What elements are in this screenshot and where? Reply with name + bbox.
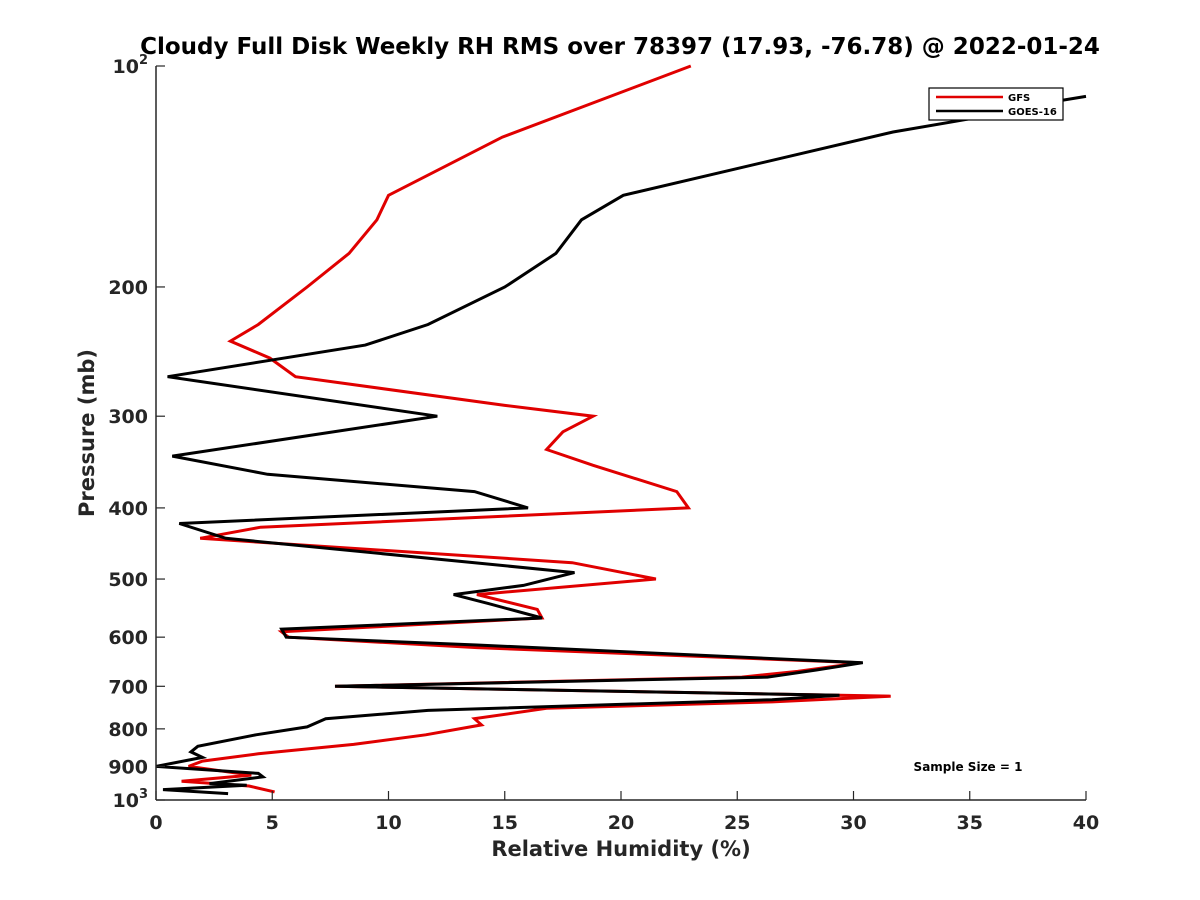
y-tick-label: 800 <box>108 719 148 741</box>
y-tick-label: 102 <box>113 53 149 78</box>
y-tick-label: 500 <box>108 569 148 591</box>
series-line-goes16 <box>156 94 1087 796</box>
series-line-gfs <box>181 64 891 794</box>
plot-area <box>156 64 1087 796</box>
x-axis-ticks: 0 5 10 15 20 25 30 35 40 <box>149 791 1099 834</box>
sample-size-annotation: Sample Size = 1 <box>914 760 1023 774</box>
y-tick-label: 700 <box>108 676 148 698</box>
x-tick-label: 30 <box>840 812 866 834</box>
legend-label-gfs: GFS <box>1008 93 1030 104</box>
y-axis-label: Pressure (mb) <box>75 349 99 517</box>
x-tick-label: 5 <box>266 812 279 834</box>
x-tick-label: 10 <box>375 812 401 834</box>
x-tick-label: 15 <box>492 812 518 834</box>
y-axis-ticks: 102 200 300 400 500 600 700 800 900 103 <box>108 53 165 812</box>
y-tick-label: 300 <box>108 406 148 428</box>
x-tick-label: 0 <box>149 812 162 834</box>
legend-label-goes16: GOES-16 <box>1008 107 1057 118</box>
x-axis-label: Relative Humidity (%) <box>491 837 750 861</box>
y-tick-label: 900 <box>108 756 148 778</box>
legend-box <box>928 87 1064 121</box>
x-tick-label: 35 <box>957 812 983 834</box>
x-tick-label: 40 <box>1073 812 1099 834</box>
y-tick-label: 103 <box>113 787 149 812</box>
series-layer <box>156 64 1087 796</box>
y-tick-label: 200 <box>108 277 148 299</box>
y-tick-label: 600 <box>108 627 148 649</box>
legend: GFS GOES-16 <box>928 87 1064 121</box>
y-tick-label: 400 <box>108 498 148 520</box>
chart-title: Cloudy Full Disk Weekly RH RMS over 7839… <box>140 34 1100 60</box>
x-tick-label: 20 <box>608 812 634 834</box>
x-tick-label: 25 <box>724 812 750 834</box>
